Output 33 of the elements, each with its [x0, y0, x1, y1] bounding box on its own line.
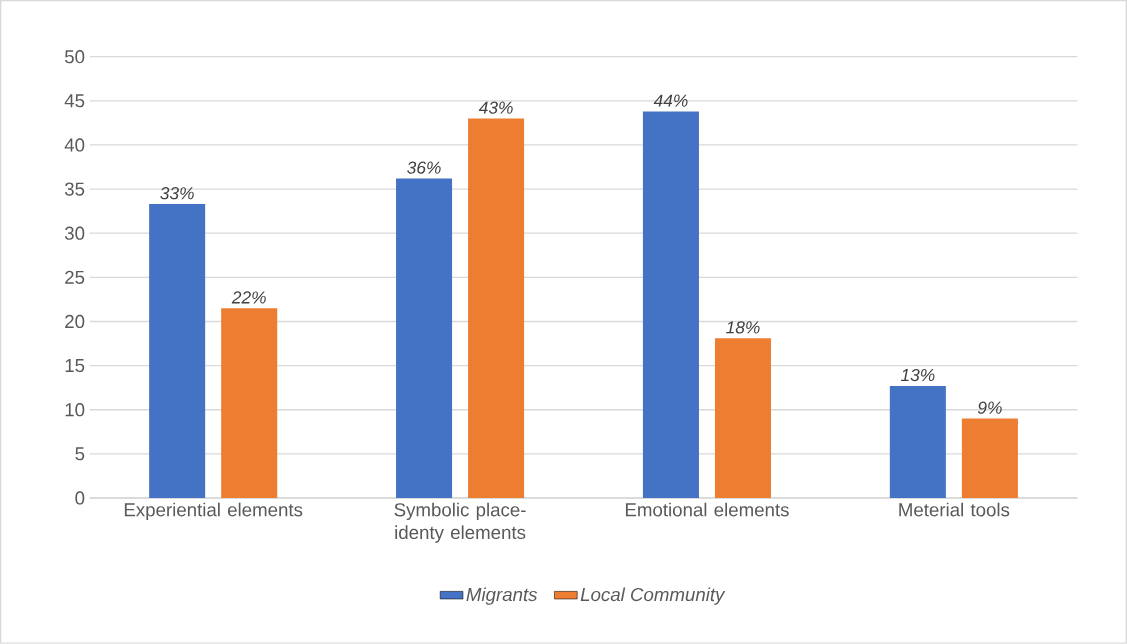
x-tick-label: Experiential elements	[124, 502, 303, 521]
data-label: 44%	[653, 94, 688, 107]
y-tick-label: 45	[64, 94, 85, 108]
bar	[149, 204, 206, 499]
y-tick-label: 20	[65, 314, 85, 329]
bar	[642, 111, 699, 499]
bar	[714, 338, 771, 499]
bar	[961, 418, 1018, 499]
y-tick-label: 25	[65, 270, 85, 285]
data-label: 9%	[977, 401, 1002, 414]
y-tick-label: 40	[64, 138, 85, 152]
data-label: 13%	[900, 369, 935, 382]
y-tick-label: 50	[64, 50, 85, 64]
bar	[221, 308, 278, 499]
bar	[468, 118, 525, 499]
y-tick-label: 30	[64, 226, 85, 240]
legend-label: Migrants	[466, 587, 538, 605]
data-label: 18%	[726, 321, 760, 334]
data-label: 22%	[231, 291, 266, 304]
bar	[889, 386, 946, 499]
x-tick-label: Symbolic place-identy elements	[394, 502, 526, 543]
data-label: 36%	[407, 161, 441, 174]
y-tick-label: 0	[75, 491, 85, 505]
x-tick-label: Emotional elements	[625, 502, 789, 517]
y-tick-label: 5	[75, 447, 85, 461]
y-tick-label: 15	[65, 359, 85, 373]
data-label: 33%	[160, 187, 194, 200]
y-tick-label: 10	[65, 403, 85, 417]
data-label: 43%	[478, 101, 513, 114]
bar	[396, 178, 453, 499]
y-tick-label: 35	[64, 182, 85, 196]
x-tick-label: Meterial tools	[899, 502, 1010, 517]
legend-label: Local Community	[580, 587, 726, 605]
